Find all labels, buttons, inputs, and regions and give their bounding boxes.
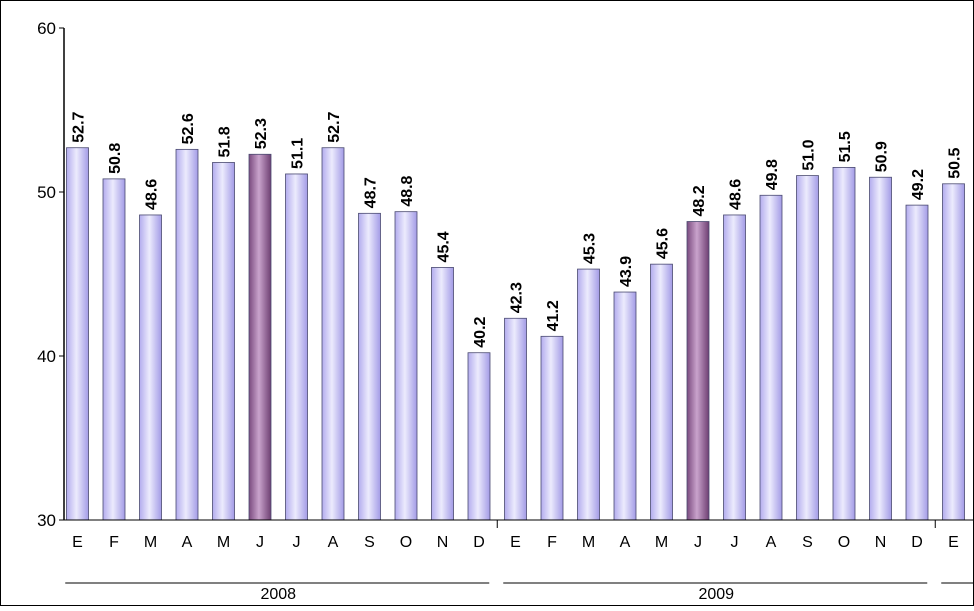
x-tick-label: M [144, 534, 157, 551]
data-label: 51.8 [217, 126, 234, 157]
x-tick-label: N [875, 534, 887, 551]
bar-highlighted [249, 154, 271, 520]
x-tick-label: E [72, 534, 83, 551]
bar [176, 149, 198, 520]
data-label: 50.8 [107, 143, 124, 174]
data-label: 42.3 [509, 282, 526, 313]
data-label: 40.2 [472, 316, 489, 347]
data-label: 48.6 [728, 179, 745, 210]
bar [322, 148, 344, 520]
data-label: 45.3 [582, 233, 599, 264]
y-tick-label: 30 [37, 511, 56, 530]
x-tick-label: J [694, 534, 702, 551]
x-tick-label: J [293, 534, 301, 551]
data-label: 45.4 [436, 231, 453, 262]
bar [359, 213, 381, 520]
data-label: 45.6 [655, 228, 672, 259]
data-label: 52.7 [71, 111, 88, 142]
data-label: 52.6 [180, 113, 197, 144]
bar [213, 162, 235, 520]
x-tick-label: M [655, 534, 668, 551]
x-tick-label: F [109, 534, 119, 551]
bar [614, 292, 636, 520]
x-tick-label: J [731, 534, 739, 551]
data-label: 50.5 [947, 148, 964, 179]
data-label: 41.2 [545, 300, 562, 331]
x-tick-label: E [948, 534, 959, 551]
bar [943, 184, 965, 520]
year-group-label: 2008 [260, 586, 296, 603]
bar [505, 318, 527, 520]
x-tick-label: J [256, 534, 264, 551]
x-tick-label: M [217, 534, 230, 551]
x-tick-label: N [437, 534, 449, 551]
bar [103, 179, 125, 520]
x-tick-label: M [582, 534, 595, 551]
bar [760, 195, 782, 520]
data-label: 50.9 [874, 141, 891, 172]
data-label: 51.1 [290, 138, 307, 169]
bar-highlighted [687, 222, 709, 520]
bar [724, 215, 746, 520]
x-tick-label: D [473, 534, 485, 551]
y-tick-label: 60 [37, 19, 56, 38]
data-label: 48.6 [144, 179, 161, 210]
bar [432, 267, 454, 520]
bar [651, 264, 673, 520]
x-tick-label: A [328, 534, 339, 551]
x-tick-label: A [766, 534, 777, 551]
bar [797, 176, 819, 520]
data-label: 48.2 [691, 185, 708, 216]
x-tick-label: O [838, 534, 850, 551]
bar [395, 212, 417, 520]
x-tick-label: F [547, 534, 557, 551]
bar [67, 148, 89, 520]
data-label: 48.8 [399, 175, 416, 206]
bar [468, 353, 490, 520]
bar [833, 167, 855, 520]
x-tick-label: D [911, 534, 923, 551]
data-label: 49.8 [764, 159, 781, 190]
x-tick-label: S [364, 534, 375, 551]
bar [286, 174, 308, 520]
x-tick-label: A [620, 534, 631, 551]
bar [870, 177, 892, 520]
bar [140, 215, 162, 520]
x-tick-label: S [802, 534, 813, 551]
x-tick-label: O [400, 534, 412, 551]
data-label: 52.3 [253, 118, 270, 149]
data-label: 52.7 [326, 111, 343, 142]
y-tick-label: 50 [37, 183, 56, 202]
bar [541, 336, 563, 520]
data-label: 51.5 [837, 131, 854, 162]
year-group-label: 2009 [698, 586, 734, 603]
data-label: 51.0 [801, 139, 818, 170]
data-label: 49.2 [910, 169, 927, 200]
y-tick-label: 40 [37, 347, 56, 366]
data-label: 43.9 [618, 256, 635, 287]
data-label: 48.7 [363, 177, 380, 208]
x-tick-label: E [510, 534, 521, 551]
x-tick-label: A [182, 534, 193, 551]
bar [578, 269, 600, 520]
bar [906, 205, 928, 520]
